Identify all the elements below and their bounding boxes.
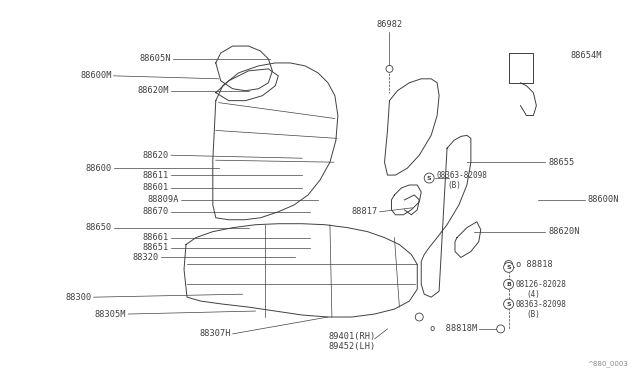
Circle shape (504, 299, 513, 309)
Text: 88620N: 88620N (548, 227, 580, 236)
Text: 88307H: 88307H (199, 329, 230, 339)
Text: 88809A: 88809A (148, 195, 179, 204)
Text: 86982: 86982 (376, 20, 403, 29)
Text: 88611: 88611 (143, 171, 169, 180)
Text: o  88818M: o 88818M (429, 324, 477, 333)
Polygon shape (216, 69, 278, 101)
Text: (B): (B) (447, 180, 461, 189)
Circle shape (386, 65, 393, 73)
Text: 88320: 88320 (133, 253, 159, 262)
Text: 88650: 88650 (85, 223, 111, 232)
Circle shape (504, 279, 513, 289)
Text: ^880_0003: ^880_0003 (587, 360, 628, 367)
Text: B: B (506, 282, 511, 287)
Text: 88300: 88300 (65, 293, 92, 302)
Text: 88600: 88600 (85, 164, 111, 173)
Polygon shape (216, 46, 273, 91)
Text: 89452(LH): 89452(LH) (328, 342, 376, 351)
Text: 88620: 88620 (143, 151, 169, 160)
Text: S: S (506, 265, 511, 270)
Text: 88654M: 88654M (570, 51, 602, 61)
Text: 08363-82098: 08363-82098 (516, 299, 566, 309)
Text: 88305M: 88305M (95, 310, 127, 318)
Polygon shape (213, 63, 338, 220)
Polygon shape (385, 79, 439, 175)
Circle shape (504, 280, 513, 288)
Text: 08363-82098: 08363-82098 (436, 171, 487, 180)
Text: 88620M: 88620M (138, 86, 169, 95)
Text: o 88818: o 88818 (516, 260, 552, 269)
Circle shape (424, 173, 434, 183)
Text: 88661: 88661 (143, 233, 169, 242)
Polygon shape (421, 135, 471, 297)
Text: 88651: 88651 (143, 243, 169, 252)
Polygon shape (184, 224, 417, 317)
Polygon shape (509, 53, 533, 83)
Circle shape (504, 262, 513, 272)
Text: (B): (B) (527, 310, 540, 318)
Text: 88670: 88670 (143, 207, 169, 216)
Text: S: S (427, 176, 431, 180)
Text: (4): (4) (527, 290, 540, 299)
Circle shape (415, 313, 423, 321)
Circle shape (504, 300, 513, 308)
Text: 88600N: 88600N (588, 195, 620, 204)
Circle shape (497, 325, 504, 333)
Circle shape (504, 260, 513, 268)
Text: 88600M: 88600M (80, 71, 111, 80)
Text: 89401(RH): 89401(RH) (328, 332, 376, 341)
Text: S: S (506, 302, 511, 307)
Polygon shape (392, 185, 421, 215)
Text: 88601: 88601 (143, 183, 169, 192)
Text: 88817: 88817 (351, 207, 378, 216)
Text: 08126-82028: 08126-82028 (516, 280, 566, 289)
Polygon shape (455, 222, 481, 257)
Text: 88655: 88655 (548, 158, 575, 167)
Text: 88605N: 88605N (140, 54, 171, 64)
